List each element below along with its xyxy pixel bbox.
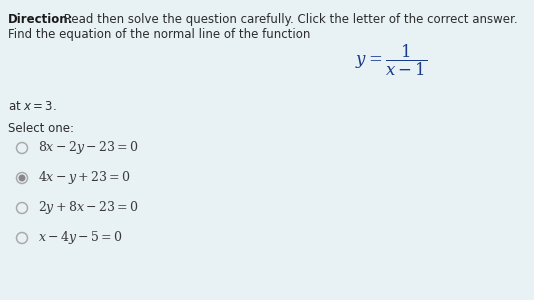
Text: $8x - 2y - 23 = 0$: $8x - 2y - 23 = 0$ xyxy=(38,140,139,157)
Text: Select one:: Select one: xyxy=(8,122,74,135)
Circle shape xyxy=(17,202,27,214)
Circle shape xyxy=(17,142,27,154)
Text: Find the equation of the normal line of the function: Find the equation of the normal line of … xyxy=(8,28,310,41)
Circle shape xyxy=(19,175,26,182)
Text: $y = \dfrac{1}{x-1}$: $y = \dfrac{1}{x-1}$ xyxy=(355,42,427,78)
Circle shape xyxy=(17,172,27,184)
Text: $x - 4y - 5 = 0$: $x - 4y - 5 = 0$ xyxy=(38,230,123,247)
Text: at $x = 3.$: at $x = 3.$ xyxy=(8,100,57,113)
Text: $2y + 8x - 23 = 0$: $2y + 8x - 23 = 0$ xyxy=(38,200,139,217)
Circle shape xyxy=(17,232,27,244)
Text: Direction:: Direction: xyxy=(8,13,74,26)
Text: $4x - y + 23 = 0$: $4x - y + 23 = 0$ xyxy=(38,169,131,187)
Text: Read then solve the question carefully. Click the letter of the correct answer.: Read then solve the question carefully. … xyxy=(60,13,517,26)
